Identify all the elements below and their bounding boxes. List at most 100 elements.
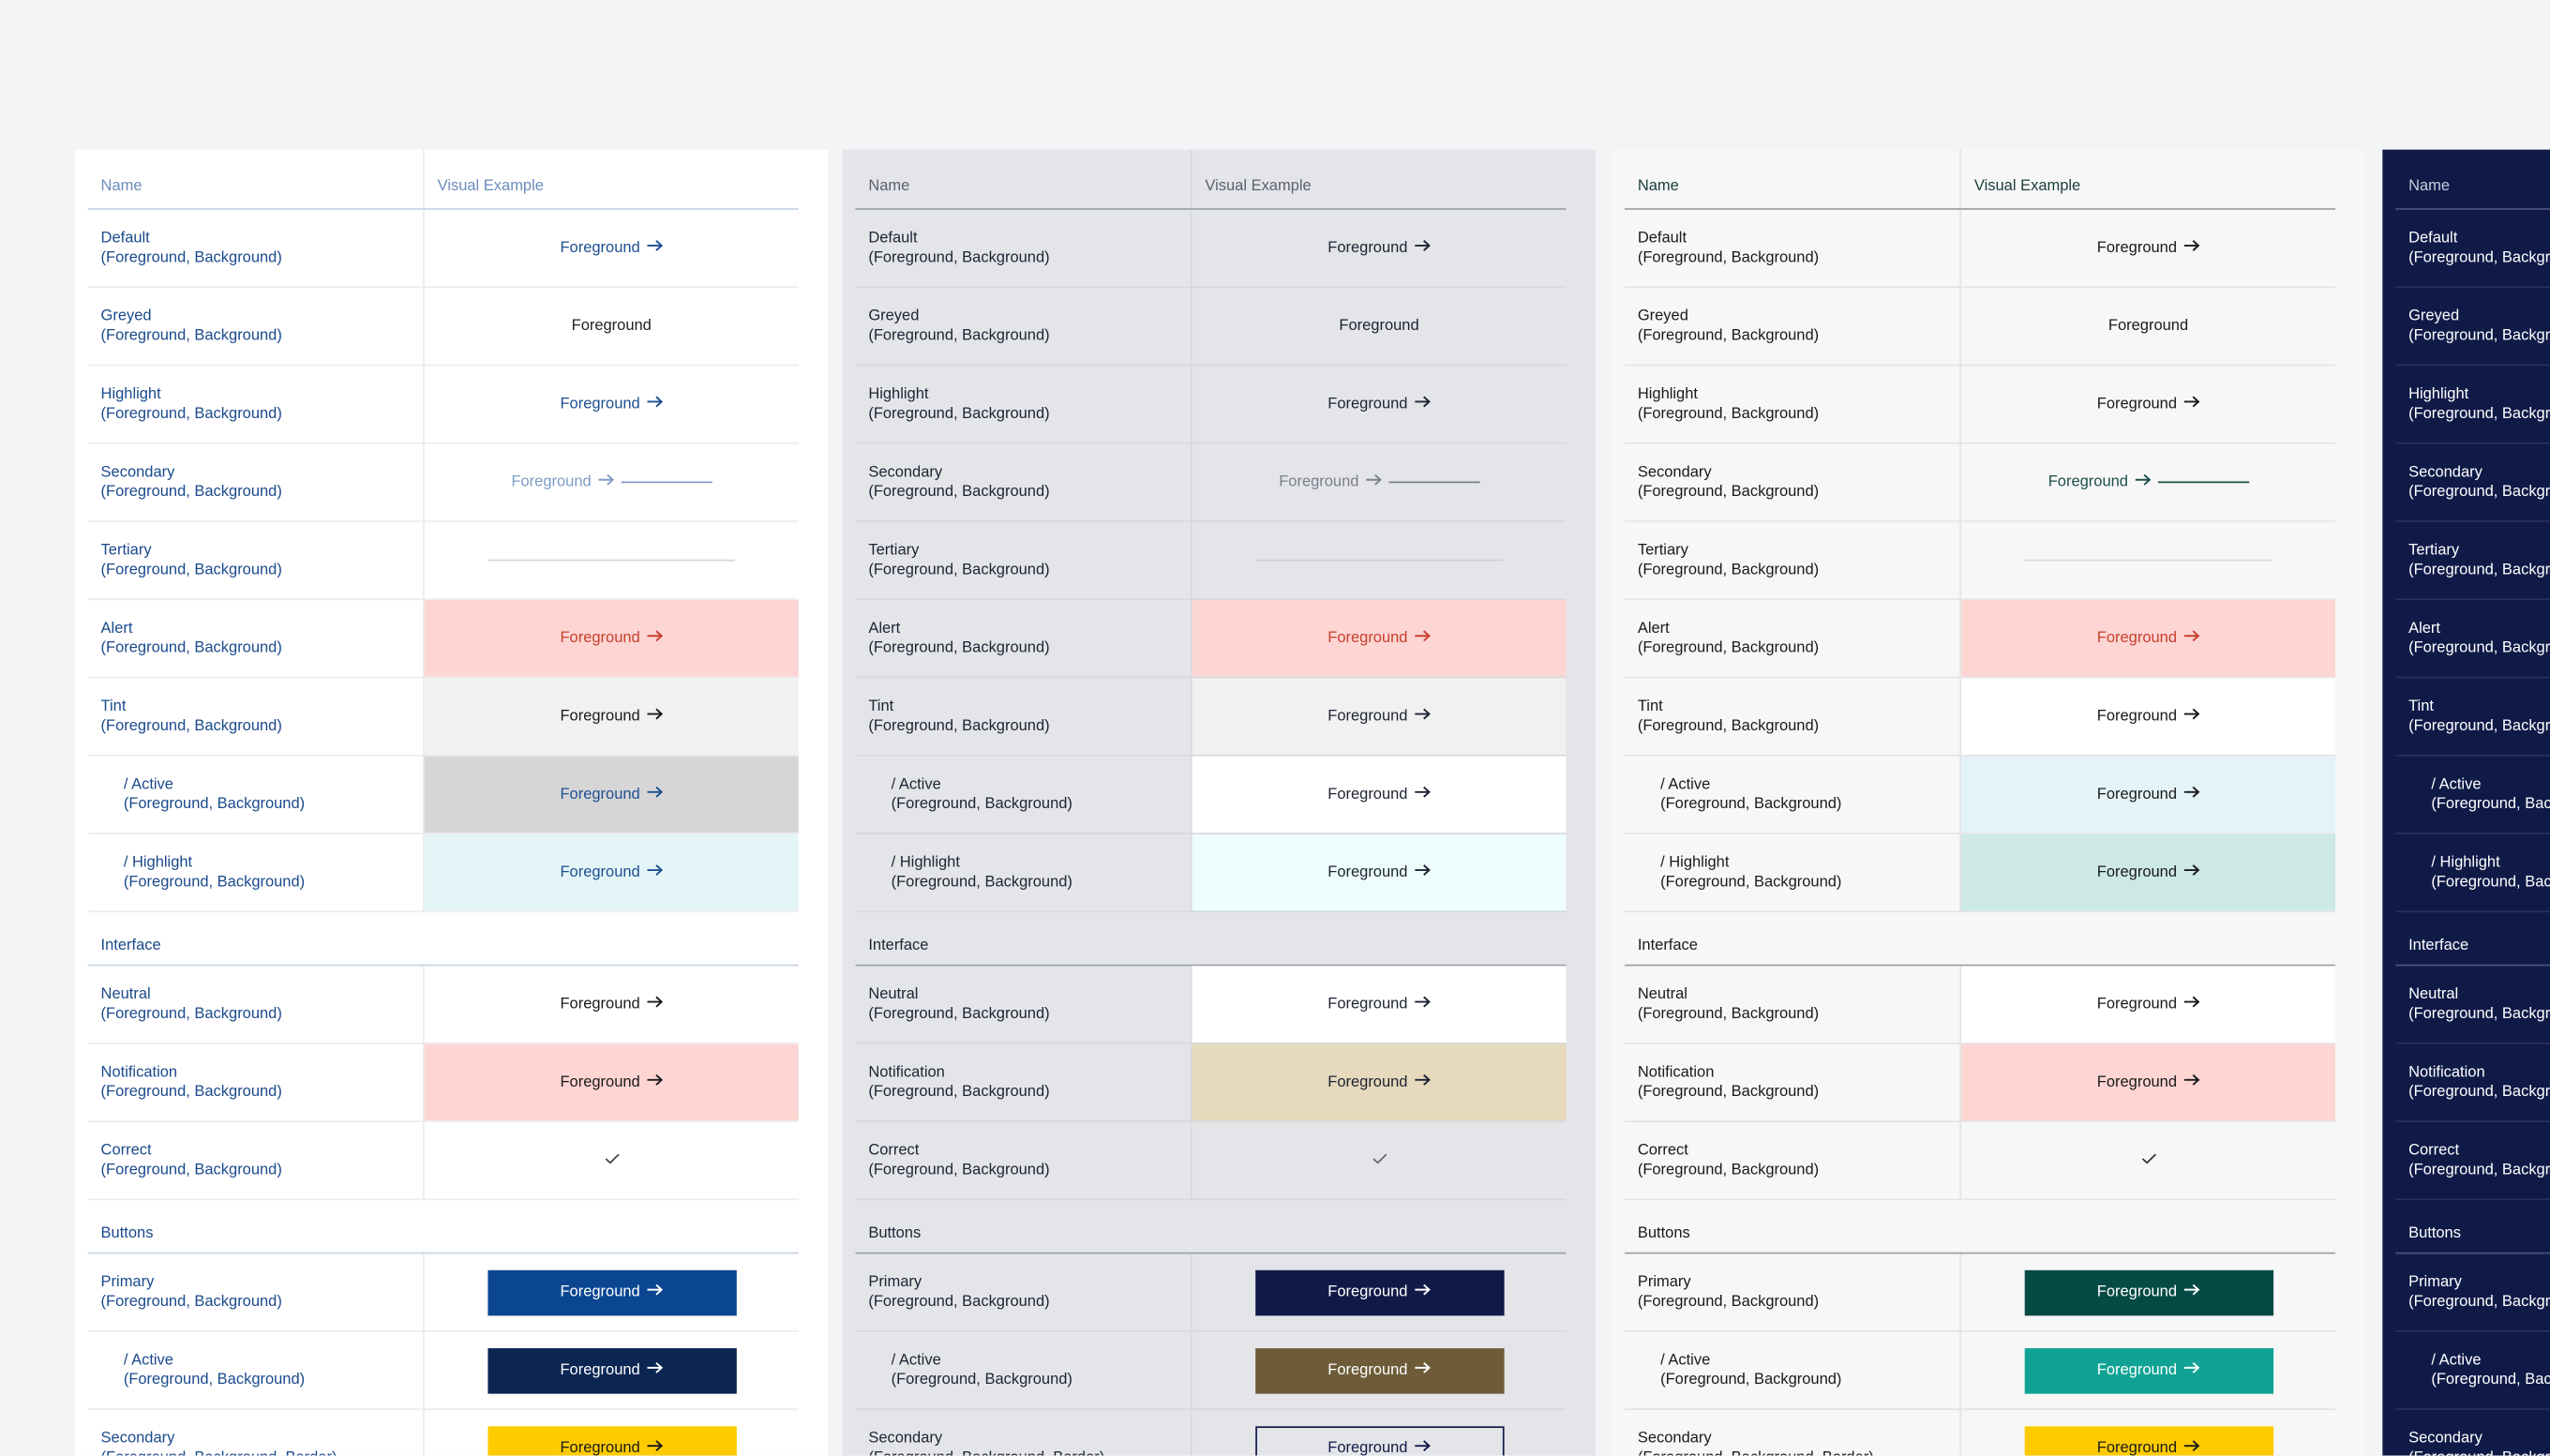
- name-cell: Notification(Foreground, Background): [2395, 1044, 2550, 1121]
- token-row: Correct(Foreground, Background): [2395, 1122, 2550, 1201]
- token-sub: (Foreground, Background): [2408, 248, 2550, 266]
- button: Foreground: [2023, 1425, 2273, 1456]
- token-name: Tertiary: [2408, 540, 2460, 559]
- visual-cell: Foreground: [1959, 1253, 2335, 1330]
- token-sub: (Foreground, Background, Border): [868, 1448, 1190, 1456]
- token-sub: (Foreground, Background): [2408, 1160, 2550, 1178]
- visual-cell: Foreground: [1959, 1331, 2335, 1409]
- name-cell: Greyed(Foreground, Background): [1625, 288, 1959, 365]
- token-row: Secondary(Foreground, Background, Border…: [2395, 1410, 2550, 1456]
- visual-cell: Foreground: [1190, 1331, 1567, 1409]
- name-cell: Secondary(Foreground, Background): [88, 444, 423, 521]
- token-row: Tint (Foreground, Background) Foreground: [1624, 678, 2336, 757]
- table-header: Name Visual Example: [855, 149, 1567, 210]
- token-row: Notification (Foreground, Background) Fore…: [87, 1043, 799, 1122]
- example: Foreground: [1328, 629, 1431, 647]
- token-row: / Highlight(Foreground, Background): [2395, 834, 2550, 913]
- example: Foreground: [1339, 317, 1418, 335]
- example: Foreground: [560, 629, 663, 647]
- arrow-icon: [2182, 396, 2199, 413]
- token-sub: (Foreground, Background): [868, 638, 1050, 656]
- example: Foreground: [2048, 473, 2249, 491]
- section-heading: Interface: [87, 912, 799, 967]
- visual-cell: Foreground: [1190, 756, 1567, 833]
- example: Foreground: [2097, 996, 2200, 1013]
- name-cell: Correct(Foreground, Background): [2395, 1122, 2550, 1199]
- token-row: Neutral (Foreground, Background) Foregroun…: [87, 966, 799, 1044]
- token-sub: (Foreground, Background): [100, 1160, 282, 1178]
- table-header: Name: [2395, 150, 2550, 210]
- token-name: Neutral: [2408, 984, 2459, 1003]
- token-sub: (Foreground, Background): [1637, 482, 1820, 501]
- token-row: Secondary(Foreground, Background, Border…: [1625, 1409, 2335, 1456]
- arrow-icon: [1365, 473, 1382, 491]
- token-name: Tint: [2408, 697, 2434, 715]
- visual-cell: Foreground: [423, 1253, 799, 1330]
- token-row: Notification (Foreground, Background) Fore…: [855, 1043, 1567, 1122]
- button: Foreground: [487, 1425, 736, 1456]
- name-cell: Alert(Foreground, Background): [1625, 600, 1959, 677]
- visual-cell: Foreground: [1190, 443, 1567, 521]
- example: Foreground: [560, 786, 663, 803]
- example-text: Foreground: [2108, 317, 2189, 336]
- token-name: Default: [2408, 228, 2458, 247]
- example: Foreground: [2097, 863, 2200, 881]
- arrow-icon: [1414, 786, 1431, 803]
- name-cell: Primary(Foreground, Background): [855, 1253, 1190, 1330]
- token-sub: (Foreground, Background): [100, 1082, 282, 1101]
- token-sub: (Foreground, Background): [1637, 325, 1820, 344]
- name-cell: Secondary(Foreground, Background, Border…: [2395, 1410, 2550, 1456]
- name-cell: Default(Foreground, Background): [1625, 210, 1959, 287]
- token-row: Default (Foreground, Background) Foregroun…: [87, 209, 799, 289]
- visual-cell: Foreground: [423, 366, 799, 443]
- token-name: Alert: [868, 619, 901, 638]
- token-sub: (Foreground, Background): [1637, 1160, 1820, 1178]
- token-sub: (Foreground, Background): [123, 1370, 306, 1388]
- example-text: Foreground: [511, 473, 592, 491]
- token-name: / Active: [1660, 1350, 1711, 1369]
- token-row: / Active (Foreground, Background) Foregrou…: [855, 1331, 1567, 1410]
- name-cell: Alert(Foreground, Background): [88, 600, 423, 677]
- token-row: Correct(Foreground, Background): [855, 1121, 1567, 1201]
- token-sub: (Foreground, Background): [2408, 560, 2550, 578]
- name-cell: / Active(Foreground, Background): [1625, 757, 1959, 833]
- name-cell: Primary(Foreground, Background): [2395, 1253, 2550, 1330]
- visual-cell: Foreground: [423, 600, 799, 677]
- token-name: Tertiary: [1637, 540, 1688, 559]
- token-row: Primary (Foreground, Background) Foregroun…: [87, 1253, 799, 1332]
- example: Foreground: [2097, 396, 2200, 413]
- header-text: Name: [100, 177, 142, 196]
- token-sub: (Foreground, Background): [1660, 872, 1842, 891]
- token-sub: (Foreground, Background): [1637, 638, 1820, 656]
- example: Foreground: [2097, 786, 2200, 803]
- token-row: / Highlight (Foreground, Background) Foreg…: [87, 833, 799, 913]
- button-text: Foreground: [1328, 1360, 1408, 1380]
- token-row: Greyed (Foreground, Background) Foreground: [87, 288, 799, 367]
- token-sub: (Foreground, Background): [2408, 404, 2550, 423]
- token-name: Neutral: [100, 984, 151, 1003]
- example-text: Foreground: [560, 629, 640, 648]
- visual-cell: [1190, 521, 1567, 599]
- token-sub: (Foreground, Background): [868, 482, 1050, 501]
- example: Foreground: [511, 473, 712, 491]
- section-title: Buttons: [868, 1224, 922, 1243]
- token-row: Secondary (Foreground, Background) Foregro…: [1624, 443, 2336, 522]
- token-name: Greyed: [2408, 306, 2460, 325]
- token-name: / Active: [123, 1350, 173, 1369]
- token-name: Highlight: [2408, 384, 2469, 403]
- visual-cell: Foreground: [1959, 443, 2335, 521]
- visual-cell: Foreground: [423, 209, 799, 287]
- arrow-icon: [646, 786, 663, 803]
- token-name: Primary: [868, 1272, 922, 1291]
- example: Foreground: [560, 396, 663, 413]
- token-name: Default: [868, 228, 918, 247]
- example-text: Foreground: [560, 1073, 640, 1091]
- example: Foreground: [2097, 239, 2200, 257]
- example-text: Foreground: [560, 395, 640, 413]
- token-sub: (Foreground, Background): [100, 716, 282, 735]
- token-name: / Active: [891, 774, 941, 793]
- visual-cell: Foreground: [1190, 1409, 1567, 1456]
- token-row: / Active (Foreground, Background) Foregrou…: [87, 756, 799, 834]
- example-text: Foreground: [2096, 785, 2177, 803]
- example-text: Foreground: [560, 785, 640, 803]
